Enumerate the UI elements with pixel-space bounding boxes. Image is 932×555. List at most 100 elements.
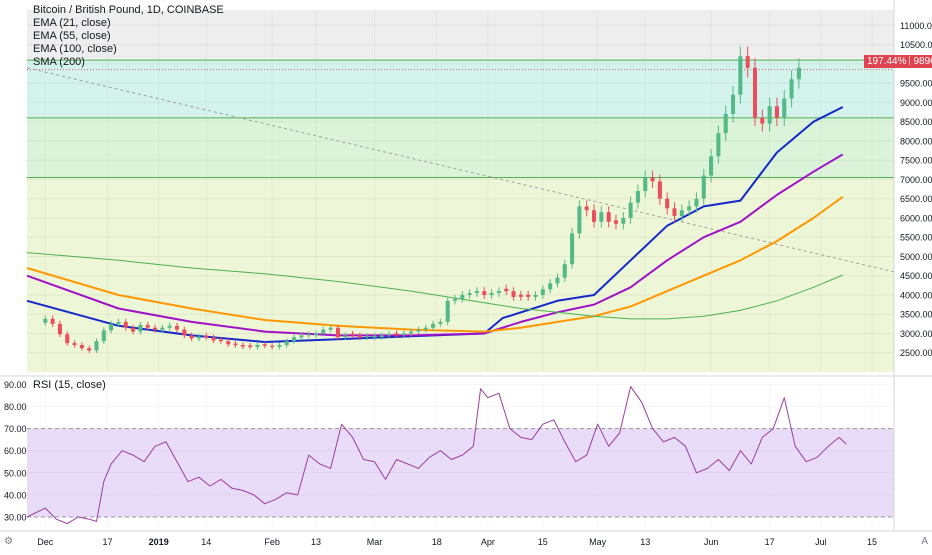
candle-body: [555, 277, 560, 284]
candle-body: [577, 206, 582, 234]
candle-body: [570, 233, 575, 265]
candle-body: [313, 333, 319, 336]
rsi-tick-label: 90.00: [4, 380, 27, 390]
gear-icon[interactable]: ⚙: [4, 536, 13, 547]
candle-body: [138, 325, 143, 332]
candle-body: [496, 291, 501, 294]
time-tick-label: 17: [102, 537, 112, 547]
candle-body: [204, 335, 209, 338]
time-tick-label: Dec: [37, 537, 54, 547]
candle-body: [431, 323, 436, 328]
candle-body: [709, 156, 714, 176]
time-tick-label: 2019: [149, 537, 169, 547]
rsi-tick-label: 80.00: [4, 402, 27, 412]
candle-body: [679, 210, 684, 217]
candle-body: [196, 336, 201, 339]
candle-body: [526, 294, 531, 297]
candle-body: [335, 327, 340, 338]
candle-body: [72, 343, 77, 346]
price-tick-label: 11000.00: [900, 21, 932, 31]
candle-body: [760, 117, 765, 124]
candle-body: [635, 191, 640, 203]
candle-body: [687, 206, 692, 211]
candle-body: [94, 341, 99, 351]
candle-body: [50, 318, 55, 324]
candle-body: [731, 94, 736, 114]
candle-body: [584, 206, 589, 211]
candle-body: [123, 321, 128, 328]
candle-body: [145, 325, 150, 328]
price-tick-label: 2500.00: [900, 348, 932, 358]
candle-body: [701, 175, 706, 199]
time-tick-label: 18: [432, 537, 442, 547]
candle-body: [57, 323, 62, 335]
candle-body: [87, 348, 92, 351]
price-tick-label: 4500.00: [900, 271, 932, 281]
candle-body: [394, 333, 399, 336]
price-tick-label: 6500.00: [900, 194, 932, 204]
candle-body: [262, 344, 267, 346]
candle-body: [489, 293, 494, 295]
rsi-tick-label: 60.00: [4, 446, 27, 456]
legend-sma200[interactable]: SMA (200): [33, 56, 85, 68]
candle-body: [233, 343, 238, 346]
candle-body: [101, 330, 106, 342]
candle-body: [504, 288, 509, 292]
legend-ema55[interactable]: EMA (55, close): [33, 30, 111, 42]
candle-body: [592, 210, 597, 222]
price-tick-label: 8000.00: [900, 136, 932, 146]
time-tick-label: 13: [640, 537, 650, 547]
rsi-line: [26, 386, 847, 525]
candle-body: [365, 336, 370, 338]
price-tick-label: 7000.00: [900, 175, 932, 185]
candle-body: [131, 327, 136, 332]
time-tick-label: Apr: [481, 537, 495, 547]
price-badge: 197.44% 9896.85: [864, 55, 932, 68]
fib-zone-top: [27, 10, 894, 61]
candle-body: [789, 79, 794, 99]
legend-ema21[interactable]: EMA (21, close): [33, 17, 111, 29]
percent-change: 197.44%: [867, 56, 907, 67]
trend-line: [26, 67, 895, 273]
candle-body: [482, 291, 487, 295]
candle-body: [628, 202, 633, 218]
candle-body: [518, 294, 523, 297]
price-tick-label: 7500.00: [900, 156, 932, 166]
candle-body: [65, 334, 70, 344]
candle-body: [284, 341, 289, 346]
candle-body: [657, 181, 662, 199]
candle-body: [599, 212, 604, 222]
rsi-legend[interactable]: RSI (15, close): [33, 379, 106, 391]
fib-zone-lower: [27, 177, 894, 372]
time-tick-label: Jul: [815, 537, 827, 547]
candle-body: [401, 333, 406, 336]
candle-body: [292, 337, 297, 342]
time-tick-label: 17: [765, 537, 775, 547]
legend-title[interactable]: Bitcoin / British Pound, 1D, COINBASE: [33, 4, 224, 16]
time-tick-label: 14: [201, 537, 211, 547]
candle-body: [174, 325, 179, 330]
auto-scale-toggle[interactable]: A: [921, 536, 928, 547]
candle-body: [416, 329, 421, 332]
badge-separator: [909, 56, 911, 65]
candle-body: [643, 177, 648, 191]
candle-body: [453, 298, 458, 301]
candle-body: [445, 300, 450, 322]
candle-body: [79, 345, 84, 349]
price-tick-label: 10500.00: [900, 40, 932, 50]
candle-body: [350, 333, 355, 336]
candle-body: [738, 56, 743, 95]
candle-body: [109, 323, 114, 331]
legend-ema100[interactable]: EMA (100, close): [33, 43, 117, 55]
candle-body: [767, 106, 772, 124]
time-tick-label: Feb: [264, 537, 280, 547]
candle-body: [613, 220, 618, 224]
candle-body: [248, 345, 253, 347]
candle-body: [782, 98, 787, 118]
candle-body: [460, 294, 465, 299]
time-tick-label: 15: [538, 537, 548, 547]
candle-body: [672, 208, 677, 217]
candle-body: [423, 327, 428, 330]
